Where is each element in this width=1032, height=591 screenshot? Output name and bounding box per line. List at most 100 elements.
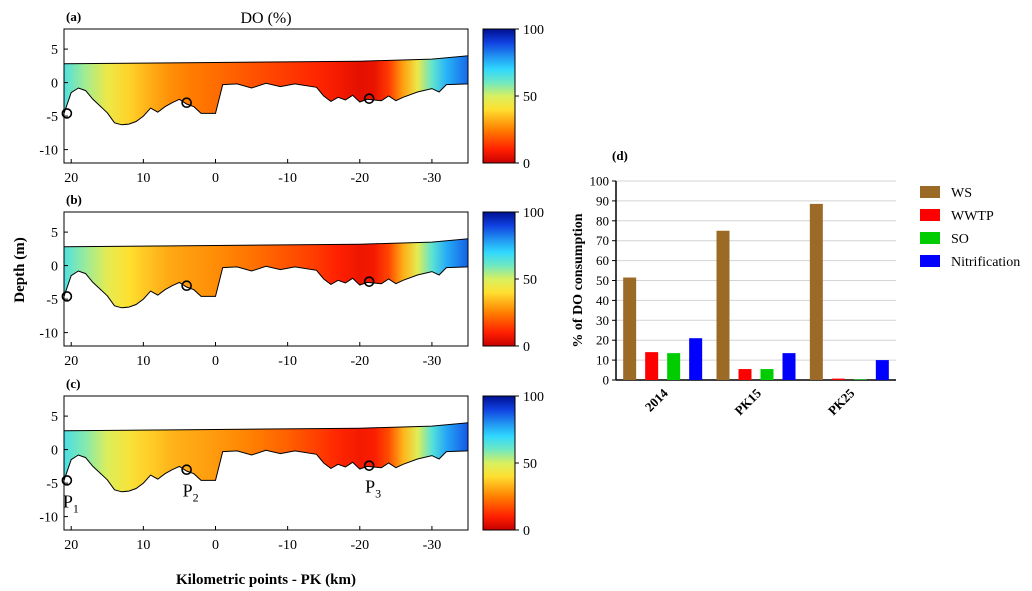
x-tick-label: 10 [136, 171, 150, 186]
station-marker [61, 475, 73, 486]
x-tick-label: -30 [423, 354, 442, 369]
bar-nitrification [875, 360, 889, 380]
legend-swatch [920, 186, 940, 198]
km-axis-label: Kilometric points - PK (km) [176, 572, 356, 588]
x-tick-label: -30 [423, 171, 442, 186]
station-label: P3 [365, 477, 381, 501]
colorbar-tick-label: 100 [523, 390, 544, 405]
bar-ws [623, 277, 637, 380]
y-tick-label: -10 [39, 511, 58, 526]
colorbar-tick-label: 100 [523, 23, 544, 38]
x-tick-label: PK15 [732, 385, 765, 418]
x-tick-label: 0 [212, 538, 219, 553]
station-marker [181, 97, 192, 108]
x-tick-label: 0 [212, 354, 219, 369]
x-tick-label: -10 [278, 538, 297, 553]
y-tick-label: 5 [51, 226, 58, 241]
y-tick-label: 0 [603, 373, 610, 388]
y-tick-label: 50 [596, 273, 609, 288]
x-tick-label: 20 [64, 354, 78, 369]
y-tick-label: 30 [596, 313, 609, 328]
bar-ws [716, 230, 730, 380]
colorbar-tick-label: 100 [523, 206, 544, 221]
figure-title: DO (%) [240, 10, 291, 27]
x-tick-label: -10 [278, 171, 297, 186]
y-tick-label: -10 [39, 144, 58, 159]
y-tick-label: 70 [596, 233, 609, 248]
panel-label: (a) [66, 9, 81, 24]
legend-label: WS [951, 186, 972, 201]
water-section [63, 55, 469, 126]
legend-swatch [920, 232, 940, 244]
colorbar-tick-label: 0 [523, 340, 530, 355]
colorbar-tick-label: 50 [523, 457, 537, 472]
y-tick-label: 90 [596, 193, 609, 208]
y-axis-label: % of DO consumption [571, 213, 586, 347]
y-tick-label: -10 [39, 327, 58, 342]
colorbar-tick-label: 0 [523, 157, 530, 172]
y-tick-label: 5 [51, 43, 58, 58]
bar-ws [809, 203, 823, 380]
bar-wwtp [831, 378, 845, 380]
colorbar-tick-label: 50 [523, 273, 537, 288]
water-section [63, 238, 469, 309]
legend-swatch [920, 209, 940, 221]
bar-wwtp [645, 352, 659, 380]
y-tick-label: 100 [590, 174, 610, 189]
x-tick-label: 10 [136, 354, 150, 369]
bar-so [760, 369, 774, 380]
x-tick-label: -30 [423, 538, 442, 553]
colorbar-tick-label: 50 [523, 90, 537, 105]
x-tick-label: -20 [350, 538, 369, 553]
legend-label: SO [951, 232, 969, 247]
panel-d-bar-chart: (d) 0 10 20 30 40 50 60 70 80 90 100 % of DO consump… [571, 148, 1020, 418]
colorbar [482, 28, 516, 164]
station-label: P1 [63, 491, 79, 515]
bar-so [667, 353, 681, 380]
x-tick-label: PK25 [825, 385, 858, 418]
legend-label: Nitrification [951, 255, 1020, 270]
bar-so [853, 379, 867, 380]
x-tick-label: 2014 [642, 385, 671, 414]
y-tick-label: 40 [596, 293, 609, 308]
x-tick-label: -20 [350, 171, 369, 186]
panel-label: (c) [66, 376, 80, 391]
water-section [63, 422, 469, 493]
station-marker [363, 93, 375, 104]
station-label: P2 [183, 481, 199, 505]
legend-swatch [920, 255, 940, 267]
y-tick-label: 80 [596, 213, 609, 228]
y-tick-label: 0 [51, 260, 58, 275]
legend-label: WWTP [951, 209, 994, 224]
x-tick-label: 0 [212, 171, 219, 186]
y-tick-label: 60 [596, 253, 609, 268]
x-tick-label: -20 [350, 354, 369, 369]
station-marker [61, 108, 73, 119]
y-tick-label: 10 [596, 353, 609, 368]
y-tick-label: -5 [46, 293, 58, 308]
y-tick-label: -5 [46, 110, 58, 125]
station-marker [363, 276, 375, 287]
bar-wwtp [738, 369, 752, 380]
y-tick-label: 20 [596, 333, 609, 348]
y-tick-label: 0 [51, 77, 58, 92]
panel-label: (d) [612, 148, 628, 163]
y-tick-label: 5 [51, 410, 58, 425]
station-marker [181, 464, 192, 476]
y-tick-label: -5 [46, 477, 58, 492]
bar-nitrification [689, 338, 703, 380]
station-marker [61, 291, 73, 302]
x-tick-label: -10 [278, 354, 297, 369]
depth-axis-label: Depth (m) [12, 237, 28, 302]
x-tick-label: 10 [136, 538, 150, 553]
x-tick-label: 20 [64, 538, 78, 553]
station-marker [363, 460, 375, 471]
panel-label: (b) [66, 192, 82, 207]
bar-nitrification [782, 353, 796, 380]
x-tick-label: 20 [64, 171, 78, 186]
y-tick-label: 0 [51, 444, 58, 459]
